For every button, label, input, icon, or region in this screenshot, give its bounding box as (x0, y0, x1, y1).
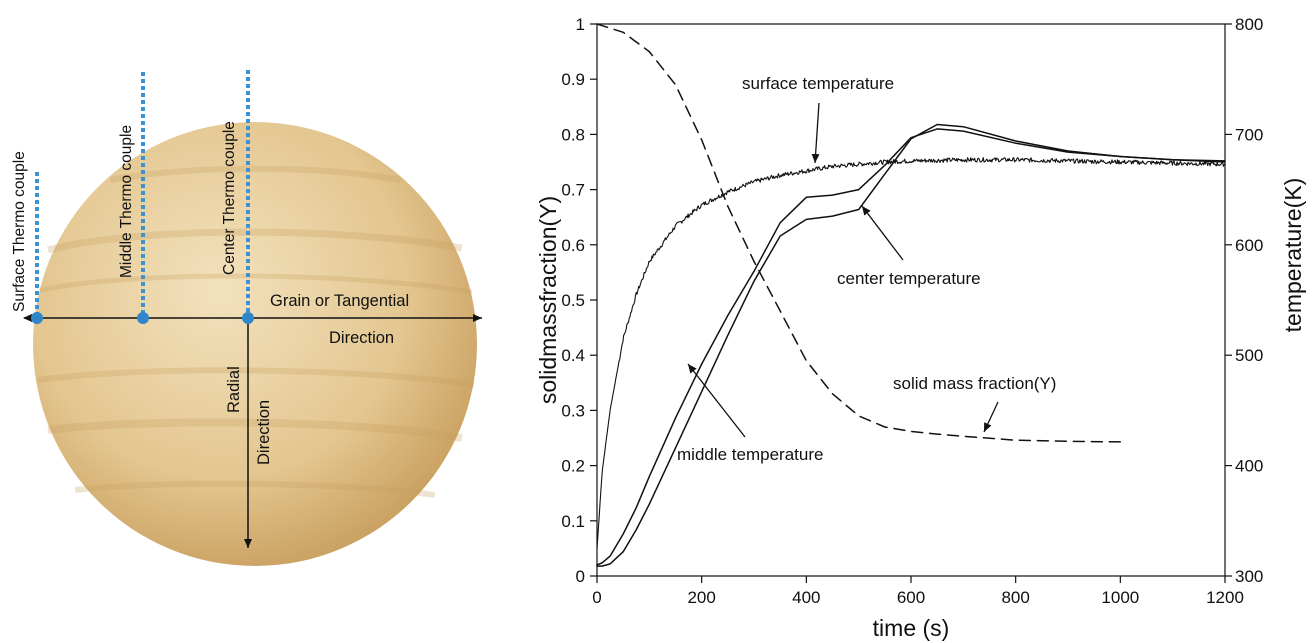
middle-probe-tip (137, 312, 149, 324)
y2-tick-label: 700 (1235, 125, 1263, 144)
x-tick-label: 0 (592, 588, 601, 607)
annotation-center-temperature: center temperature (837, 269, 981, 288)
x-tick-label: 1200 (1206, 588, 1244, 607)
annotation-arrow-solid (983, 401, 999, 433)
wood-sphere (33, 122, 477, 566)
y2-tick-label: 600 (1235, 236, 1263, 255)
y2-tick-label: 300 (1235, 567, 1263, 586)
surface-thermocouple-label: Surface Thermo couple (11, 151, 28, 312)
middle-thermocouple-label: Middle Thermo couple (118, 125, 135, 278)
y-tick-label: 0 (576, 567, 585, 586)
wood-grain-bands (37, 165, 475, 498)
annotation-surface-temperature: surface temperature (742, 74, 894, 93)
x-tick-label: 200 (687, 588, 715, 607)
annotation-arrow-center (861, 205, 904, 261)
annotation-arrow-middle (687, 363, 746, 438)
radial-direction-label-2: Direction (255, 400, 273, 465)
y-axis-ticks: 0 0.1 0.2 0.3 0.4 0.5 0.6 0.7 0.8 0.9 1 (561, 15, 597, 586)
chart: 0 200 400 600 800 1000 1200 0 0.1 0.2 0.3 0.4 0.5 0.… (535, 15, 1306, 641)
annotation-solid-mass-fraction: solid mass fraction(Y) (893, 374, 1056, 393)
y-tick-label: 0.4 (561, 346, 585, 365)
series-center-temperature (596, 123, 1226, 567)
plot-frame (596, 23, 1226, 577)
sphere-diagram: Surface Thermo couple Middle Thermo coup… (11, 70, 482, 566)
series-layer (596, 23, 1226, 567)
x-axis-label: time (s) (873, 615, 950, 641)
center-probe-tip (242, 312, 254, 324)
radial-direction-label: Radial (225, 366, 243, 413)
y2-axis-label: temperature(K) (1280, 178, 1306, 333)
y-tick-label: 0.2 (561, 457, 585, 476)
y-tick-label: 1 (576, 15, 585, 34)
y-tick-label: 0.8 (561, 125, 585, 144)
y2-tick-label: 500 (1235, 346, 1263, 365)
annotation-middle-temperature: middle temperature (677, 445, 823, 464)
x-tick-label: 400 (792, 588, 820, 607)
y2-tick-label: 800 (1235, 15, 1263, 34)
y-tick-label: 0.6 (561, 236, 585, 255)
y2-axis-ticks: 300 400 500 600 700 800 (1225, 15, 1263, 586)
x-tick-label: 1000 (1101, 588, 1139, 607)
surface-probe-tip (31, 312, 43, 324)
center-thermocouple-label: Center Thermo couple (221, 121, 238, 275)
y-tick-label: 0.1 (561, 512, 585, 531)
x-tick-label: 600 (897, 588, 925, 607)
x-axis-ticks: 0 200 400 600 800 1000 1200 (592, 576, 1244, 607)
series-solid-mass-fraction-y (596, 23, 1122, 443)
grain-direction-label-2: Direction (329, 329, 394, 347)
y2-tick-label: 400 (1235, 457, 1263, 476)
annotation-arrow-surface (811, 102, 820, 164)
y-tick-label: 0.7 (561, 181, 585, 200)
x-tick-label: 800 (1001, 588, 1029, 607)
series-surface-temperature (596, 157, 1226, 549)
y-axis-label: solidmassfraction(Y) (535, 196, 561, 404)
y-tick-label: 0.3 (561, 401, 585, 420)
grain-direction-label: Grain or Tangential (270, 292, 409, 310)
series-middle-temperature (596, 128, 1226, 566)
y-tick-label: 0.5 (561, 291, 585, 310)
y-tick-label: 0.9 (561, 70, 585, 89)
